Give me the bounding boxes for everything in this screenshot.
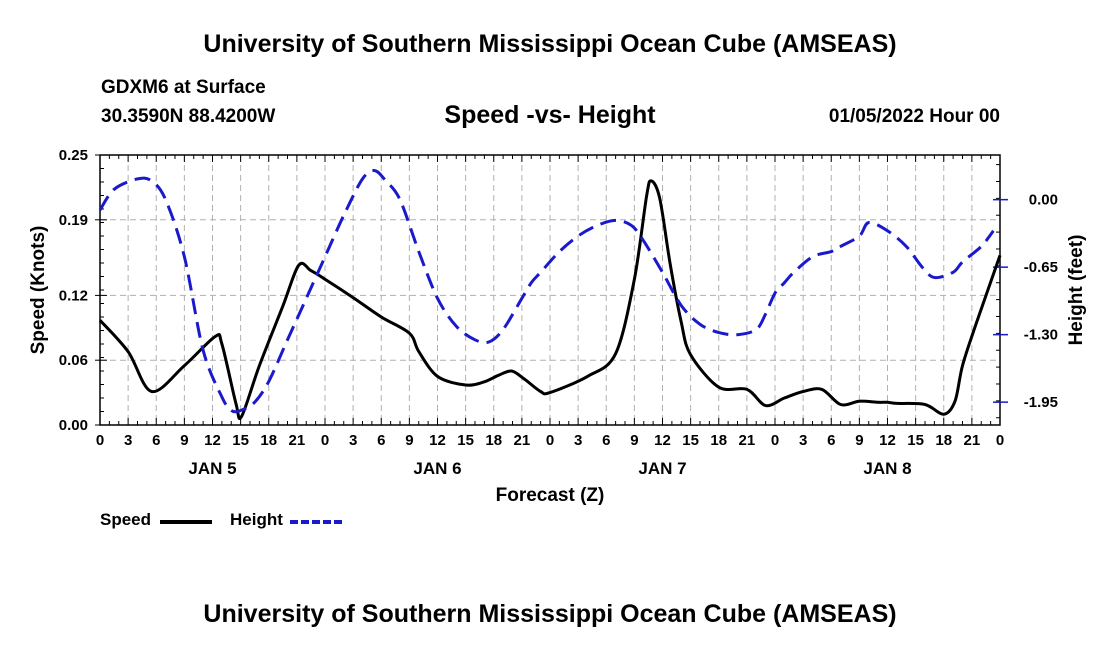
x-tick-label: 9: [855, 432, 863, 449]
x-tick-label: 6: [602, 432, 610, 449]
x-axis-label: Forecast (Z): [496, 485, 605, 506]
station-label: GDXM6 at Surface: [101, 77, 266, 98]
series-line-height: [98, 169, 995, 414]
y-right-axis-label: Height (feet): [1066, 235, 1087, 346]
top-title: University of Southern Mississippi Ocean…: [203, 30, 897, 58]
x-tick-label: 0: [546, 432, 554, 449]
x-tick-label: 9: [405, 432, 413, 449]
y-left-axis-label: Speed (Knots): [28, 226, 49, 355]
legend-speed-swatch: [160, 520, 212, 524]
x-tick-label: 3: [124, 432, 132, 449]
x-tick-label: 12: [429, 432, 446, 449]
legend-speed-label: Speed: [100, 510, 152, 529]
x-tick-label: 15: [682, 432, 699, 449]
y-left-tick-label: 0.19: [59, 212, 88, 229]
y-left-tick-label: 0.06: [59, 352, 88, 369]
x-tick-label: 0: [321, 432, 329, 449]
x-tick-label: 0: [96, 432, 104, 449]
x-tick-label: 21: [514, 432, 531, 449]
x-tick-label: 0: [996, 432, 1004, 449]
y-right-tick-label: -0.65: [1024, 259, 1058, 276]
y-left-tick-label: 0.12: [59, 287, 88, 304]
x-tick-label: 3: [349, 432, 357, 449]
x-tick-label: 21: [739, 432, 756, 449]
day-label: JAN 7: [638, 459, 686, 478]
x-tick-label: 6: [152, 432, 160, 449]
y-left-tick-label: 0.00: [59, 417, 88, 434]
x-tick-label: 21: [289, 432, 306, 449]
x-tick-label: 9: [630, 432, 638, 449]
x-tick-label: 15: [232, 432, 249, 449]
datetime-label: 01/05/2022 Hour 00: [828, 106, 1000, 127]
y-right-tick-label: -1.95: [1024, 394, 1058, 411]
x-tick-label: 12: [204, 432, 221, 449]
legend-height-swatch: [290, 520, 342, 524]
x-tick-label: 6: [827, 432, 835, 449]
x-tick-label: 0: [771, 432, 779, 449]
series-line-speed: [98, 179, 1002, 421]
x-tick-label: 3: [574, 432, 582, 449]
y-left-tick-label: 0.25: [59, 147, 88, 164]
x-tick-label: 18: [710, 432, 727, 449]
day-label: JAN 6: [413, 459, 461, 478]
x-tick-label: 12: [879, 432, 896, 449]
x-tick-label: 18: [485, 432, 502, 449]
speed-height-chart: 0 3 6 9 12 15 18 21 0 3 6 9 12 15 18 21 0 3 6 9 12 15 18 21 0 3 6 9…: [28, 147, 1087, 506]
x-tick-label: 21: [964, 432, 981, 449]
y-right-tick-label: -1.30: [1024, 327, 1058, 344]
y-right-tick-label: 0.00: [1029, 192, 1058, 209]
day-label: JAN 5: [188, 459, 236, 478]
legend-height-label: Height: [230, 510, 283, 529]
bottom-title: University of Southern Mississippi Ocean…: [203, 600, 897, 628]
x-tick-label: 6: [377, 432, 385, 449]
x-tick-label: 15: [907, 432, 924, 449]
coords-label: 30.3590N 88.4200W: [101, 106, 276, 127]
x-tick-label: 18: [935, 432, 952, 449]
x-tick-label: 15: [457, 432, 474, 449]
x-tick-label: 18: [260, 432, 277, 449]
chart-title: Speed -vs- Height: [444, 101, 656, 129]
day-label: JAN 8: [863, 459, 911, 478]
x-tick-label: 12: [654, 432, 671, 449]
x-tick-label: 3: [799, 432, 807, 449]
x-tick-label: 9: [180, 432, 188, 449]
